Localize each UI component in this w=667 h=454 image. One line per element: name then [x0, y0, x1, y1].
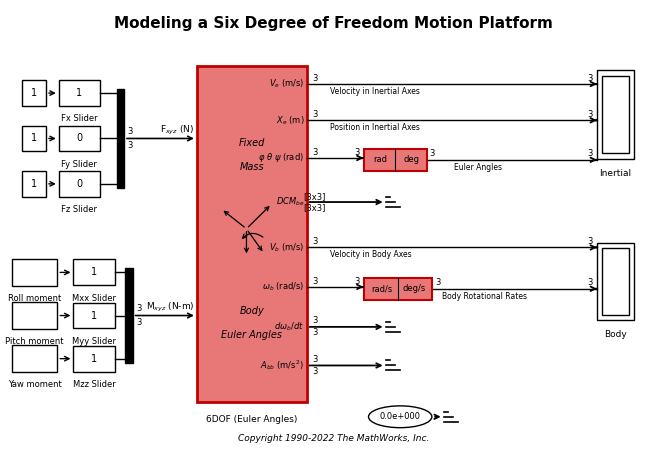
Text: Mass: Mass — [239, 162, 264, 172]
FancyBboxPatch shape — [125, 268, 133, 363]
Text: Body: Body — [604, 330, 627, 339]
Text: [3x3]: [3x3] — [303, 192, 326, 201]
FancyBboxPatch shape — [73, 346, 115, 371]
Text: 3: 3 — [588, 74, 593, 83]
Text: 1: 1 — [31, 133, 37, 143]
Text: Euler Angles: Euler Angles — [221, 330, 282, 340]
FancyBboxPatch shape — [59, 171, 100, 197]
Text: 3: 3 — [435, 278, 440, 287]
Text: Velocity in Inertial Axes: Velocity in Inertial Axes — [330, 87, 420, 96]
Text: Roll moment: Roll moment — [8, 294, 61, 303]
Text: Modeling a Six Degree of Freedom Motion Platform: Modeling a Six Degree of Freedom Motion … — [114, 16, 553, 31]
Text: 1: 1 — [91, 311, 97, 321]
Text: $d\omega_b/dt$: $d\omega_b/dt$ — [274, 321, 304, 333]
Text: 1: 1 — [76, 88, 83, 98]
Text: 3: 3 — [136, 318, 141, 327]
Text: Inertial: Inertial — [599, 169, 632, 178]
Text: 3: 3 — [312, 74, 317, 83]
Text: rad: rad — [374, 155, 388, 164]
FancyBboxPatch shape — [13, 303, 55, 328]
Text: 3: 3 — [588, 110, 593, 119]
Text: $V_e$ (m/s): $V_e$ (m/s) — [269, 78, 304, 90]
FancyBboxPatch shape — [197, 66, 307, 402]
Text: 3: 3 — [312, 237, 317, 246]
FancyBboxPatch shape — [22, 171, 46, 197]
FancyBboxPatch shape — [597, 243, 634, 320]
Text: $\varphi\ \theta\ \psi$ (rad): $\varphi\ \theta\ \psi$ (rad) — [258, 152, 304, 164]
Text: 1: 1 — [31, 179, 37, 189]
Text: 1: 1 — [91, 267, 97, 277]
FancyBboxPatch shape — [364, 278, 432, 300]
Text: $DCM_{be}$: $DCM_{be}$ — [275, 196, 304, 208]
Text: 3: 3 — [312, 110, 317, 119]
Text: deg: deg — [403, 155, 419, 164]
FancyBboxPatch shape — [59, 80, 100, 106]
Text: 3: 3 — [588, 237, 593, 246]
FancyBboxPatch shape — [59, 125, 100, 151]
Text: Body: Body — [239, 306, 264, 316]
Text: Mzz Slider: Mzz Slider — [73, 380, 115, 389]
Text: 3: 3 — [588, 278, 593, 287]
Text: Yaw moment: Yaw moment — [8, 380, 61, 390]
Text: Fz Slider: Fz Slider — [61, 205, 97, 214]
FancyBboxPatch shape — [364, 149, 427, 171]
FancyBboxPatch shape — [73, 302, 115, 329]
Text: $\omega_b$ (rad/s): $\omega_b$ (rad/s) — [261, 281, 304, 293]
Text: 3: 3 — [127, 127, 133, 136]
Text: 6DOF (Euler Angles): 6DOF (Euler Angles) — [206, 415, 297, 424]
Text: 3: 3 — [354, 276, 360, 286]
Text: 3: 3 — [354, 148, 360, 157]
Text: 3: 3 — [312, 355, 317, 364]
Text: Body Rotational Rates: Body Rotational Rates — [442, 291, 527, 301]
Text: 1: 1 — [91, 354, 97, 364]
Text: M$_{xyz}$ (N-m): M$_{xyz}$ (N-m) — [145, 301, 194, 314]
Text: 0: 0 — [76, 133, 83, 143]
Text: 3: 3 — [312, 148, 317, 157]
Text: 3: 3 — [312, 276, 317, 286]
Text: Pitch moment: Pitch moment — [5, 337, 64, 346]
Text: Mxx Slider: Mxx Slider — [72, 293, 116, 302]
FancyBboxPatch shape — [602, 76, 629, 153]
Text: 0: 0 — [76, 179, 83, 189]
FancyBboxPatch shape — [13, 260, 55, 285]
FancyBboxPatch shape — [13, 346, 55, 371]
FancyBboxPatch shape — [117, 89, 124, 188]
FancyBboxPatch shape — [22, 80, 46, 106]
Text: rad/s: rad/s — [372, 284, 393, 293]
Text: 3: 3 — [136, 304, 141, 313]
Text: $A_{bb}$ (m/s$^2$): $A_{bb}$ (m/s$^2$) — [260, 359, 304, 372]
FancyBboxPatch shape — [597, 70, 634, 159]
Text: 3: 3 — [312, 367, 317, 376]
Text: $V_b$ (m/s): $V_b$ (m/s) — [269, 241, 304, 254]
FancyBboxPatch shape — [15, 304, 54, 327]
Text: Velocity in Body Axes: Velocity in Body Axes — [330, 250, 412, 259]
FancyBboxPatch shape — [12, 302, 57, 329]
Text: 3: 3 — [127, 141, 133, 150]
Text: 3: 3 — [430, 149, 435, 158]
Text: Euler Angles: Euler Angles — [454, 163, 502, 172]
Text: Position in Inertial Axes: Position in Inertial Axes — [330, 123, 420, 132]
Text: 3: 3 — [588, 149, 593, 158]
FancyBboxPatch shape — [73, 260, 115, 285]
Text: 1: 1 — [31, 88, 37, 98]
Text: F$_{xyz}$ (N): F$_{xyz}$ (N) — [160, 124, 194, 137]
FancyBboxPatch shape — [15, 261, 54, 284]
Text: [3x3]: [3x3] — [303, 203, 326, 212]
Text: deg/s: deg/s — [403, 284, 426, 293]
FancyBboxPatch shape — [15, 347, 54, 370]
FancyBboxPatch shape — [602, 248, 629, 315]
Text: $X_e$ (m): $X_e$ (m) — [275, 114, 304, 127]
Text: Fy Slider: Fy Slider — [61, 159, 97, 168]
FancyBboxPatch shape — [12, 259, 57, 286]
Text: Copyright 1990-2022 The MathWorks, Inc.: Copyright 1990-2022 The MathWorks, Inc. — [238, 434, 429, 443]
Ellipse shape — [368, 406, 432, 428]
Text: Fixed: Fixed — [239, 138, 265, 148]
Text: Myy Slider: Myy Slider — [72, 337, 116, 345]
Text: Fx Slider: Fx Slider — [61, 114, 97, 123]
Text: 0.0e+000: 0.0e+000 — [380, 412, 421, 421]
FancyBboxPatch shape — [12, 345, 57, 372]
FancyBboxPatch shape — [22, 125, 46, 151]
Text: 3: 3 — [312, 316, 317, 326]
Text: 3: 3 — [312, 328, 317, 337]
